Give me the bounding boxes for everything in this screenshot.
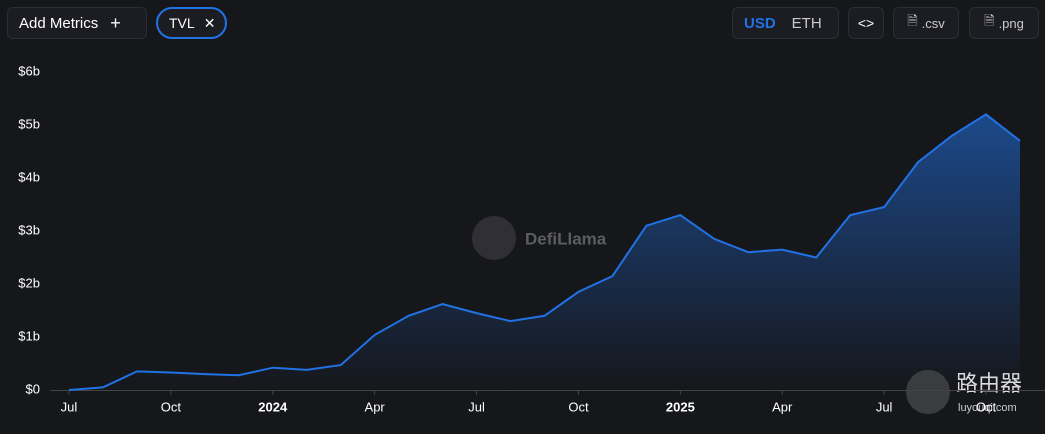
x-tick-label: Oct bbox=[976, 399, 997, 414]
file-icon: 🗎 bbox=[984, 13, 995, 28]
x-tick-label: Jul bbox=[61, 399, 78, 414]
y-tick-label: $0 bbox=[26, 381, 40, 396]
currency-toggle: USD ETH bbox=[732, 7, 839, 39]
csv-label: .csv bbox=[921, 15, 945, 31]
metric-chip[interactable]: TVL ✕ bbox=[156, 7, 227, 39]
x-tick-label: Jul bbox=[876, 399, 893, 414]
y-tick-label: $5b bbox=[18, 116, 40, 131]
png-label: .png bbox=[998, 15, 1024, 31]
embed-button[interactable]: <> bbox=[848, 7, 884, 39]
close-icon[interactable]: ✕ bbox=[203, 14, 216, 31]
x-tick-label: Oct bbox=[161, 399, 182, 414]
x-tick-label: 2025 bbox=[666, 399, 695, 414]
line bbox=[68, 113, 1021, 391]
y-tick-label: $4b bbox=[18, 169, 40, 184]
currency-option[interactable]: ETH bbox=[791, 14, 822, 32]
watermark: 路由器 bbox=[956, 371, 1022, 396]
watermark: DefiLlama bbox=[525, 229, 607, 248]
plus-icon: + bbox=[110, 12, 121, 33]
watermark-logo bbox=[906, 370, 950, 414]
y-tick-label: $6b bbox=[18, 63, 40, 78]
x-tick-label: Jul bbox=[468, 399, 485, 414]
x-tick-label: Apr bbox=[365, 399, 386, 414]
area bbox=[68, 114, 1020, 391]
x-tick-label: 2024 bbox=[258, 399, 288, 414]
x-tick-label: Apr bbox=[772, 399, 793, 414]
metric-chip-label: TVL bbox=[169, 15, 195, 31]
watermark-logo bbox=[472, 216, 516, 260]
currency-option[interactable]: USD bbox=[744, 14, 776, 32]
csv-button[interactable]: 🗎 .csv bbox=[893, 7, 959, 39]
watermark: luyouqi.com bbox=[958, 402, 1017, 414]
y-tick-label: $2b bbox=[18, 275, 40, 290]
y-tick-label: $1b bbox=[18, 328, 40, 343]
y-tick-label: $3b bbox=[18, 222, 40, 237]
x-tick-label: Oct bbox=[568, 399, 589, 414]
add-metrics-label: Add Metrics bbox=[19, 14, 99, 32]
add-metrics-button[interactable]: Add Metrics + bbox=[7, 7, 147, 39]
png-button[interactable]: 🗎 .png bbox=[969, 7, 1039, 39]
file-icon: 🗎 bbox=[907, 13, 918, 28]
